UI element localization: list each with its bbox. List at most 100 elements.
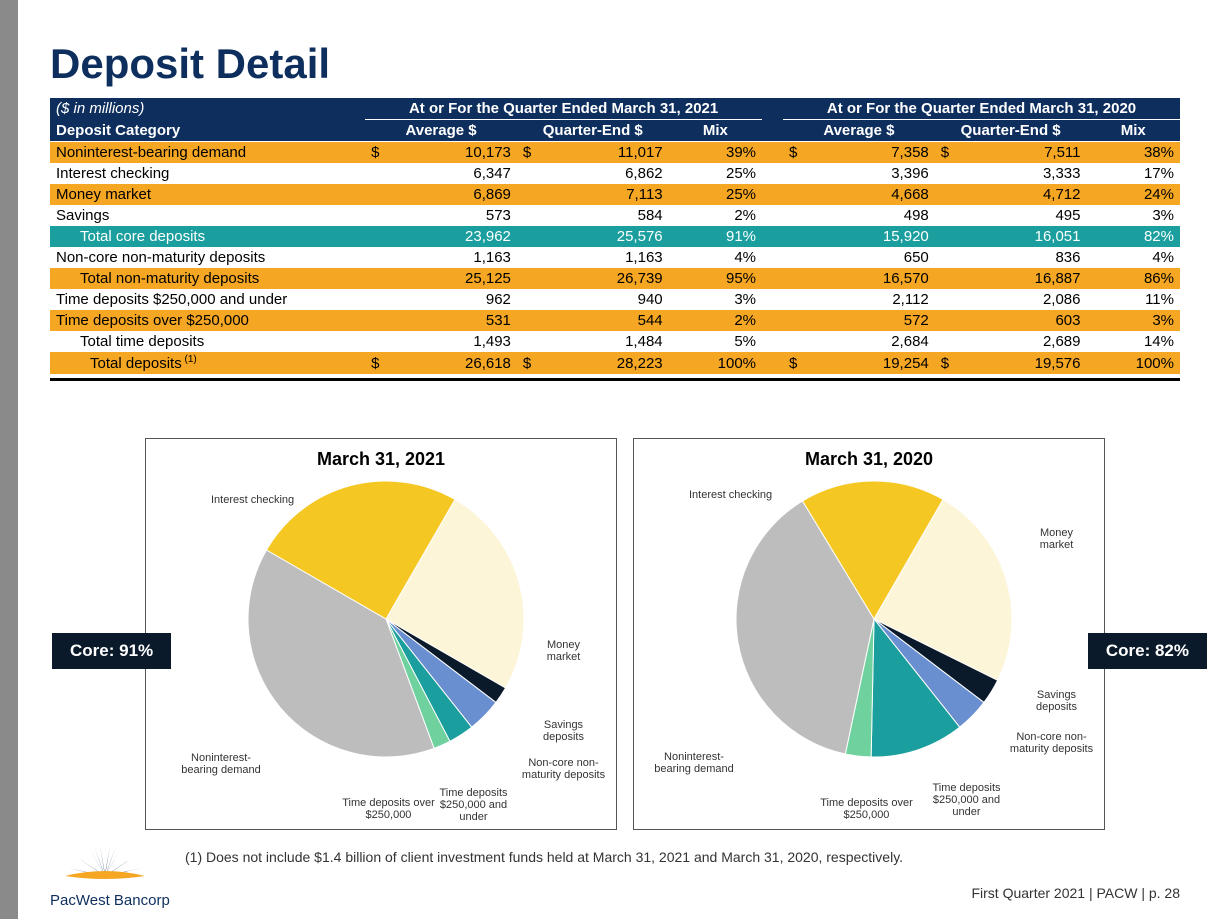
cell-dollar xyxy=(517,226,543,247)
cell-label: Total non-maturity deposits xyxy=(50,268,365,289)
cell-avg-2020: 4,668 xyxy=(809,184,935,205)
cell-mix-2020: 3% xyxy=(1087,205,1181,226)
cell-dollar xyxy=(365,331,391,352)
cell-dollar xyxy=(365,268,391,289)
cell-gap xyxy=(762,289,783,310)
cell-dollar: $ xyxy=(783,142,809,164)
cell-avg-2021: 25,125 xyxy=(391,268,517,289)
cell-qe-2020: 19,576 xyxy=(960,352,1086,374)
cell-dollar: $ xyxy=(365,142,391,164)
cell-gap xyxy=(762,247,783,268)
cell-mix-2020: 82% xyxy=(1087,226,1181,247)
cell-avg-2021: 573 xyxy=(391,205,517,226)
pie-label: Interest checking xyxy=(211,494,294,506)
cell-avg-2021: 23,962 xyxy=(391,226,517,247)
cell-dollar xyxy=(365,205,391,226)
col-avg-2020: Average $ xyxy=(783,120,935,142)
cell-gap xyxy=(762,184,783,205)
cell-mix-2021: 25% xyxy=(669,163,762,184)
cell-dollar xyxy=(517,331,543,352)
cell-qe-2021: 28,223 xyxy=(543,352,669,374)
cell-avg-2020: 15,920 xyxy=(809,226,935,247)
cell-qe-2021: 26,739 xyxy=(543,268,669,289)
cell-dollar: $ xyxy=(517,142,543,164)
cell-label: Total core deposits xyxy=(50,226,365,247)
page-title: Deposit Detail xyxy=(50,40,1180,88)
page-number: First Quarter 2021 | PACW | p. 28 xyxy=(971,885,1180,901)
cell-mix-2021: 100% xyxy=(669,352,762,374)
cell-gap xyxy=(762,205,783,226)
cell-dollar xyxy=(935,163,961,184)
cell-mix-2021: 3% xyxy=(669,289,762,310)
cell-qe-2020: 16,051 xyxy=(960,226,1086,247)
cell-qe-2021: 6,862 xyxy=(543,163,669,184)
cell-avg-2020: 650 xyxy=(809,247,935,268)
cell-dollar xyxy=(365,226,391,247)
pie-label: Savings deposits xyxy=(536,719,591,743)
cell-label: Non-core non-maturity deposits xyxy=(50,247,365,268)
cell-qe-2020: 7,511 xyxy=(960,142,1086,164)
cell-dollar xyxy=(783,310,809,331)
cell-gap xyxy=(762,142,783,164)
pie-label: Money market xyxy=(536,639,591,663)
cell-avg-2021: 10,173 xyxy=(391,142,517,164)
sunburst-icon xyxy=(50,836,160,892)
cell-avg-2020: 3,396 xyxy=(809,163,935,184)
cell-dollar: $ xyxy=(517,352,543,374)
cell-qe-2021: 1,163 xyxy=(543,247,669,268)
cell-qe-2021: 25,576 xyxy=(543,226,669,247)
cell-dollar xyxy=(783,205,809,226)
table-row: Non-core non-maturity deposits1,1631,163… xyxy=(50,247,1180,268)
cell-dollar: $ xyxy=(783,352,809,374)
cell-dollar xyxy=(783,247,809,268)
table-row: Total non-maturity deposits25,12526,7399… xyxy=(50,268,1180,289)
cell-dollar: $ xyxy=(935,352,961,374)
cell-mix-2021: 2% xyxy=(669,205,762,226)
cell-qe-2020: 3,333 xyxy=(960,163,1086,184)
cell-dollar: $ xyxy=(935,142,961,164)
pie-wrap xyxy=(734,479,1014,759)
core-badge-2020: Core: 82% xyxy=(1088,633,1207,669)
table-row: Interest checking6,3476,86225%3,3963,333… xyxy=(50,163,1180,184)
content-area: Deposit Detail ($ in millions) At or For… xyxy=(50,40,1180,381)
col-qe-2020: Quarter-End $ xyxy=(935,120,1087,142)
cell-mix-2020: 11% xyxy=(1087,289,1181,310)
col-mix-2021: Mix xyxy=(669,120,762,142)
table-row: Total time deposits1,4931,4845%2,6842,68… xyxy=(50,331,1180,352)
left-edge-bar xyxy=(0,0,18,919)
cell-avg-2021: 531 xyxy=(391,310,517,331)
table-row: Time deposits over $250,0005315442%57260… xyxy=(50,310,1180,331)
deposit-table: ($ in millions) At or For the Quarter En… xyxy=(50,98,1180,374)
cell-dollar xyxy=(783,331,809,352)
cell-avg-2021: 962 xyxy=(391,289,517,310)
table-head: ($ in millions) At or For the Quarter En… xyxy=(50,98,1180,142)
cell-gap xyxy=(762,310,783,331)
cell-mix-2021: 39% xyxy=(669,142,762,164)
cell-avg-2021: 26,618 xyxy=(391,352,517,374)
cell-mix-2021: 4% xyxy=(669,247,762,268)
cell-mix-2020: 86% xyxy=(1087,268,1181,289)
cell-label: Total deposits (1) xyxy=(50,352,365,374)
cell-avg-2021: 6,347 xyxy=(391,163,517,184)
cell-label: Money market xyxy=(50,184,365,205)
pie-label: Non-core non-maturity deposits xyxy=(516,757,611,781)
cell-mix-2021: 91% xyxy=(669,226,762,247)
table-row: Total core deposits 23,962 25,57691% 15,920… xyxy=(50,226,1180,247)
cell-dollar xyxy=(365,289,391,310)
cell-qe-2021: 544 xyxy=(543,310,669,331)
logo-text: PacWest Bancorp xyxy=(50,892,170,909)
pie-label: Time deposits $250,000 and under xyxy=(426,787,521,823)
cell-mix-2021: 5% xyxy=(669,331,762,352)
chart-title: March 31, 2021 xyxy=(146,449,616,470)
cell-dollar xyxy=(783,289,809,310)
cell-qe-2021: 940 xyxy=(543,289,669,310)
cell-dollar xyxy=(517,289,543,310)
cell-qe-2020: 4,712 xyxy=(960,184,1086,205)
cell-dollar xyxy=(935,268,961,289)
cell-label: Savings xyxy=(50,205,365,226)
pie-label: Time deposits $250,000 and under xyxy=(919,782,1014,818)
cell-label: Noninterest-bearing demand xyxy=(50,142,365,164)
cell-dollar xyxy=(517,268,543,289)
col-avg-2021: Average $ xyxy=(365,120,517,142)
pie-label: Money market xyxy=(1029,527,1084,551)
